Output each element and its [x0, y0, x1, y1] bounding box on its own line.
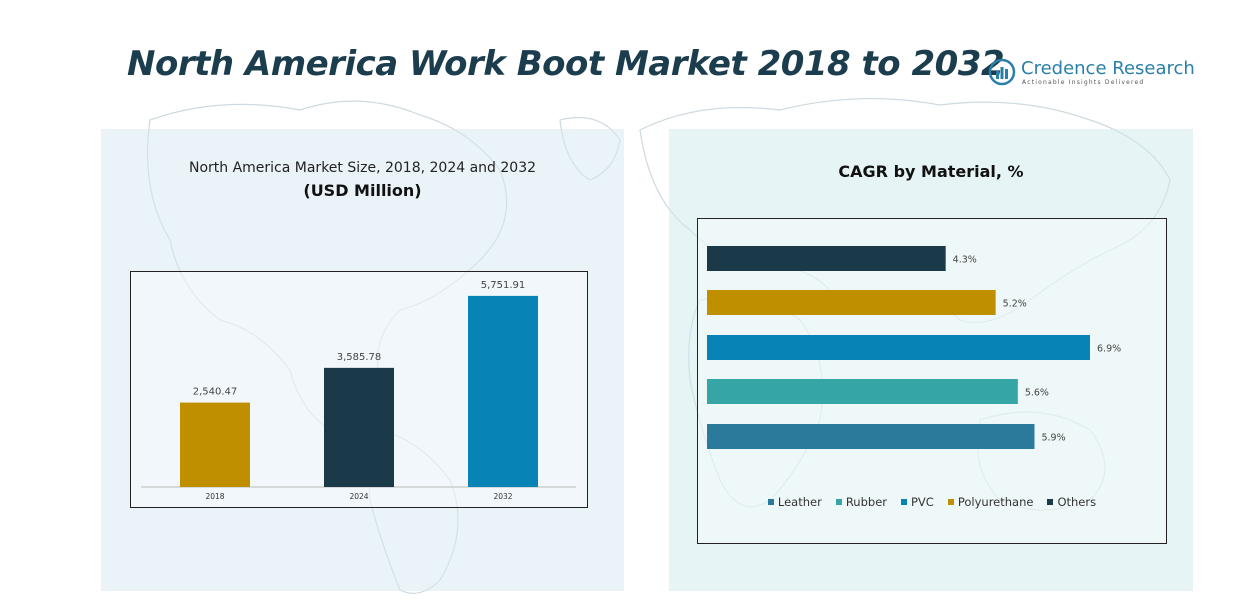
legend-swatch — [901, 499, 907, 505]
data-label-polyurethane: 5.2% — [1003, 299, 1027, 310]
bar-2032 — [468, 295, 538, 487]
data-label-2024: 3,585.78 — [337, 352, 382, 363]
legend-item-rubber: Rubber — [835, 495, 887, 509]
legend-label: PVC — [911, 495, 934, 509]
legend-item-leather: Leather — [767, 495, 822, 509]
page-title: North America Work Boot Market 2018 to 2… — [127, 44, 1005, 84]
bar-polyurethane — [707, 290, 996, 315]
legend-swatch — [1047, 499, 1054, 505]
brand-logo: Credence Research Actionable Insights De… — [988, 56, 1195, 90]
data-label-2032: 5,751.91 — [481, 280, 526, 291]
bar-leather — [707, 424, 1035, 449]
legend-label: Leather — [777, 495, 822, 509]
legend-label: Polyurethane — [957, 495, 1034, 509]
bar-rubber — [707, 379, 1018, 404]
bar-others — [707, 246, 946, 271]
legend-swatch — [835, 499, 842, 505]
bar-2024 — [324, 367, 394, 487]
market-size-unit: (USD Million) — [303, 181, 422, 200]
legend-item-pvc: PVC — [901, 495, 934, 509]
cagr-chart: 4.3% 5.2% 6.9% 5.6% 5.9% — [697, 218, 1167, 544]
data-label-2018: 2,540.47 — [193, 387, 238, 398]
data-label-leather: 5.9% — [1041, 433, 1065, 444]
legend-item-others: Others — [1047, 495, 1096, 509]
logo-tagline: Actionable Insights Delivered — [1022, 79, 1145, 86]
legend-item-polyurethane: Polyurethane — [947, 495, 1034, 509]
logo-name: Credence Research — [1021, 58, 1195, 79]
bar-2018 — [180, 402, 250, 487]
data-label-pvc: 6.9% — [1097, 344, 1121, 355]
data-label-others: 4.3% — [953, 255, 977, 266]
legend-label: Rubber — [845, 495, 887, 509]
market-size-title: North America Market Size, 2018, 2024 an… — [188, 160, 537, 176]
cagr-title: CAGR by Material, % — [838, 162, 1024, 181]
legend-swatch — [947, 499, 954, 505]
legend-label: Others — [1057, 495, 1097, 509]
data-label-rubber: 5.6% — [1025, 388, 1049, 399]
cagr-legend: Leather Rubber PVC Polyurethane Others — [697, 495, 1167, 509]
bar-pvc — [707, 335, 1090, 360]
x-tick-label: 2032 — [493, 492, 512, 501]
logo-icon — [988, 58, 1016, 86]
x-tick-label: 2024 — [349, 492, 368, 501]
legend-swatch — [767, 499, 774, 505]
x-tick-label: 2018 — [205, 492, 224, 501]
market-size-chart: 2,540.47 2018 3,585.78 2024 5,751.91 2032 — [130, 271, 588, 508]
